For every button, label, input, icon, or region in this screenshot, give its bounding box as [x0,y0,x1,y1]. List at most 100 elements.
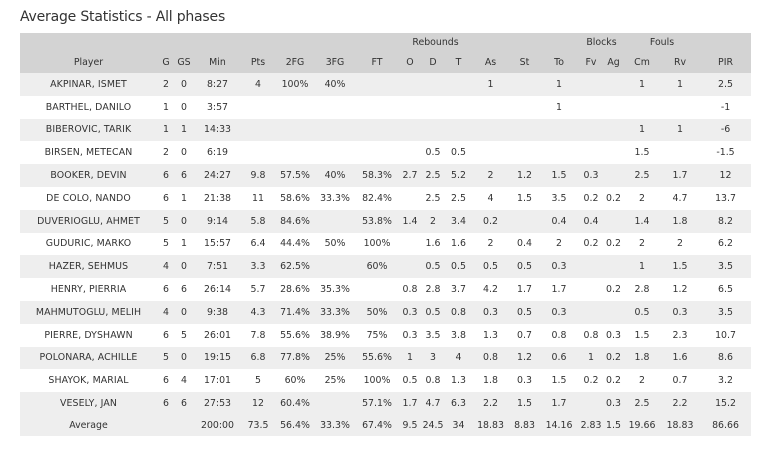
stat-cell [400,255,420,279]
column-header[interactable]: As [471,52,510,73]
stat-cell: 6.3 [446,392,471,415]
stat-cell: 21:38 [193,186,242,210]
stat-cell: 3.8 [446,323,471,347]
stat-cell: 0.5 [510,255,539,279]
stat-cell: 1.2 [510,164,539,187]
stat-cell: 4.7 [660,186,701,210]
average-cell: 24.5 [420,414,446,436]
stat-cell: 0.2 [471,209,510,233]
column-header[interactable]: O [400,52,420,73]
stat-cell: 3.5 [700,300,752,324]
stat-cell: 1.5 [624,323,660,347]
stat-cell: 3.5 [420,323,446,347]
stat-cell: 0.3 [660,300,701,324]
stat-cell: 1.5 [539,369,579,393]
stat-cell [579,118,603,142]
stat-cell [242,95,274,119]
stat-cell [354,141,400,165]
stat-cell [400,186,420,210]
column-header[interactable]: Player [20,52,157,73]
stat-cell: 1.7 [400,392,420,415]
stat-cell [660,95,701,119]
column-header[interactable]: Cm [624,52,660,73]
column-header[interactable]: D [420,52,446,73]
stat-cell: 75% [354,323,400,347]
stat-cell: 1 [624,73,660,96]
stat-cell: 3.5 [700,255,752,279]
stat-cell: 1.5 [510,392,539,415]
group-header-fouls: Fouls [624,33,701,52]
stat-cell: 55.6% [274,323,316,347]
stat-cell: 0.5 [446,141,471,165]
stat-cell: 3:57 [193,95,242,119]
stat-cell [510,95,539,119]
stat-cell [539,118,579,142]
stat-cell: 2.8 [420,278,446,301]
stat-cell [274,118,316,142]
stat-cell [579,95,603,119]
stat-cell [539,141,579,165]
stat-cell [579,255,603,279]
column-header[interactable]: Min [193,52,242,73]
stat-cell: 6:19 [193,141,242,165]
column-header[interactable]: Rv [660,52,701,73]
column-header[interactable]: Pts [242,52,274,73]
stat-cell: 1.5 [539,164,579,187]
stat-cell: 1.2 [510,346,539,370]
stat-cell: 2 [420,209,446,233]
stat-cell: 100% [354,232,400,256]
table-row: PIERRE, DYSHAWN 6 5 26:01 7.8 55.6% 38.9% 75% 0.… [20,323,752,347]
stat-cell: 57.5% [274,164,316,187]
column-header[interactable]: 3FG [316,52,354,73]
stat-cell: 71.4% [274,300,316,324]
stat-cell [274,141,316,165]
column-header[interactable]: 2FG [274,52,316,73]
stat-cell: 14:33 [193,118,242,142]
stat-cell [579,300,603,324]
stat-cell: 5 [157,346,175,370]
stat-cell: 0.7 [660,369,701,393]
stat-cell: 2 [624,232,660,256]
stat-cell: 15:57 [193,232,242,256]
player-name: BOOKER, DEVIN [20,164,157,187]
stat-cell [400,118,420,142]
stat-cell [603,141,624,165]
column-header[interactable]: GS [175,52,193,73]
stat-cell: 6.8 [242,346,274,370]
stat-cell: 4 [242,73,274,96]
stat-cell [660,141,701,165]
stat-cell: 25% [316,346,354,370]
stat-cell: 0 [175,95,193,119]
stat-cell: 2.5 [624,392,660,415]
column-header[interactable]: Ag [603,52,624,73]
stat-cell [354,73,400,96]
stat-cell: 0.4 [579,209,603,233]
stat-cell [420,118,446,142]
stat-cell [400,141,420,165]
column-header[interactable]: G [157,52,175,73]
stat-cell [316,255,354,279]
stat-cell: 0.5 [420,300,446,324]
stat-cell [471,95,510,119]
column-header[interactable]: To [539,52,579,73]
column-header[interactable]: St [510,52,539,73]
stat-cell: 4 [446,346,471,370]
column-header[interactable]: Fv [579,52,603,73]
column-header[interactable]: PIR [700,52,752,73]
stat-cell: 4 [471,186,510,210]
stat-cell: 1.8 [624,346,660,370]
stat-cell [354,95,400,119]
stat-cell: 2 [624,186,660,210]
stat-cell: 6.5 [700,278,752,301]
stat-cell: 6 [157,392,175,415]
stat-cell: 4 [157,300,175,324]
stat-cell: 77.8% [274,346,316,370]
stat-cell: 3 [420,346,446,370]
column-header[interactable]: FT [354,52,400,73]
stat-cell: 8.6 [700,346,752,370]
column-header[interactable]: T [446,52,471,73]
table-body: AKPINAR, ISMET 2 0 8:27 4 100% 40% 1 1 1 1 2.5 BARTH… [20,73,752,415]
stat-cell: 0.8 [471,346,510,370]
stat-cell: 6 [175,278,193,301]
group-header-rebounds: Rebounds [400,33,471,52]
